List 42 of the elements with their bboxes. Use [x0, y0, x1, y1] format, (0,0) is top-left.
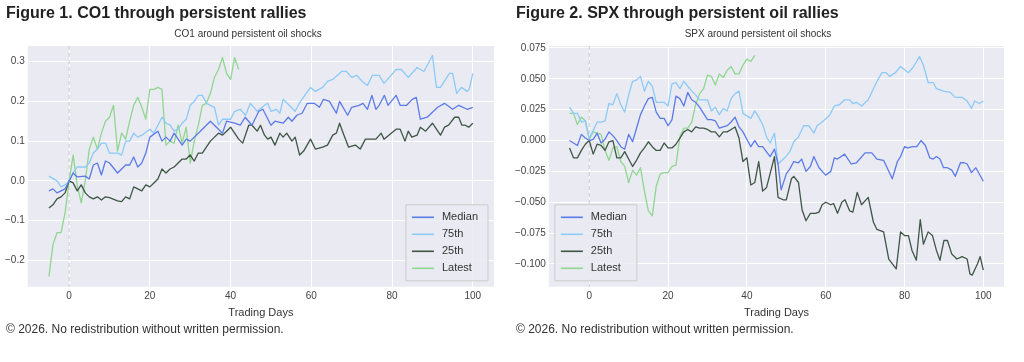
x-axis-title: Trading Days — [743, 306, 810, 319]
x-tick-label: 80 — [898, 289, 911, 301]
y-tick-label: −0.100 — [514, 257, 547, 269]
legend-label: 75th — [590, 227, 613, 240]
legend-label: Median — [590, 210, 627, 223]
legend-label: 25th — [441, 244, 464, 257]
x-tick-label: 0 — [586, 289, 593, 301]
legend-label: Latest — [441, 261, 472, 274]
legend-label: 75th — [441, 227, 464, 240]
y-tick-label: 0.2 — [10, 95, 26, 107]
y-tick-label: 0.025 — [520, 103, 547, 115]
x-tick-label: 40 — [741, 289, 753, 301]
y-tick-label: −0.025 — [514, 165, 547, 177]
x-tick-label: 40 — [225, 289, 237, 301]
x-tick-label: 100 — [464, 289, 482, 301]
x-tick-label: 20 — [662, 289, 675, 301]
chart-title: Figure 2. SPX through persistent oil rallies — [516, 4, 839, 22]
legend-label: Latest — [590, 261, 621, 274]
x-tick-label: 20 — [144, 289, 156, 301]
text: © 2026. No redistribution without written permission. — [516, 322, 794, 336]
x-tick-label: 60 — [305, 289, 318, 301]
y-tick-label: −0.050 — [514, 196, 547, 207]
legend-label: 25th — [590, 244, 613, 257]
y-tick-label: 0.0 — [10, 174, 26, 186]
chart-title: Figure 1. CO1 through persistent rallies — [6, 4, 307, 22]
x-tick-label: 80 — [386, 289, 399, 301]
y-tick-label: 0.075 — [520, 41, 547, 53]
y-tick-label: −0.075 — [514, 226, 547, 238]
chart-subtitle: SPX around persistent oil shocks — [684, 27, 832, 39]
y-tick-label: 0.3 — [10, 55, 26, 67]
y-tick-label: −0.1 — [4, 214, 26, 226]
y-tick-label: −0.2 — [4, 254, 26, 266]
text: © 2026. No redistribution without written permission. — [6, 322, 284, 336]
x-tick-label: 100 — [974, 289, 993, 301]
x-tick-label: 60 — [820, 289, 832, 301]
y-tick-label: 0.000 — [520, 134, 547, 146]
legend-label: Median — [441, 210, 478, 223]
chart-subtitle: CO1 around persistent oil shocks — [174, 27, 322, 39]
y-tick-label: 0.050 — [520, 72, 547, 84]
x-axis-title: Trading Days — [228, 306, 294, 319]
x-tick-label: 0 — [66, 289, 73, 301]
y-tick-label: 0.1 — [10, 134, 26, 146]
